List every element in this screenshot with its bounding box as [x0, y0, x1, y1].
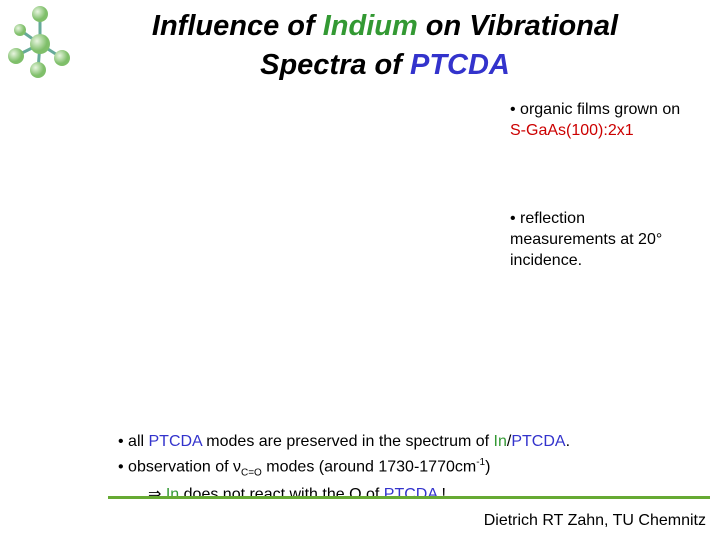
title-line: Spectra of PTCDA — [90, 47, 680, 83]
text: PTCDA — [511, 433, 566, 450]
text: PTCDA — [148, 433, 202, 450]
title-text: Influence of — [151, 10, 323, 42]
bullet: ⇒ In does not react with the O of PTCDA … — [118, 484, 570, 505]
logo — [8, 6, 70, 78]
title-text: on Vibrational — [417, 10, 619, 42]
superscript: -1 — [476, 457, 486, 468]
note-line: incidence. — [510, 252, 583, 269]
text: . — [565, 433, 571, 450]
text: In — [165, 485, 180, 503]
note: • organic films grown on S-GaAs(100):2x1 — [510, 99, 680, 141]
text: modes (around 1730-1770cm — [261, 458, 477, 476]
title-text: Spectra of — [260, 49, 410, 81]
note-line: S-GaAs(100):2x1 — [510, 122, 634, 139]
text: ! — [437, 485, 446, 503]
text: • all — [118, 433, 149, 450]
title-text: Indium — [322, 10, 418, 42]
note: • reflection measurements at 20° incidence… — [510, 208, 662, 271]
bullet: • all PTCDA modes are preserved in the s… — [118, 431, 570, 452]
text: modes are preserved in the spectrum of — [201, 433, 494, 450]
text: ⇒ — [148, 485, 166, 503]
text: ν — [233, 458, 241, 476]
text: / — [506, 433, 512, 450]
note-line: • reflection — [510, 210, 585, 227]
title-line: Influence of Indium on Vibrational — [90, 8, 680, 44]
subscript: C=O — [241, 467, 262, 479]
text: • observation of — [118, 458, 233, 476]
text: does not react with the O of — [179, 485, 384, 503]
note-line: • organic films grown on — [510, 101, 681, 118]
text: ) — [485, 458, 491, 476]
title-text: PTCDA — [409, 49, 510, 81]
footer: Dietrich RT Zahn, TU Chemnitz — [483, 512, 706, 529]
divider — [108, 496, 710, 499]
bullets: • all PTCDA modes are preserved in the s… — [118, 431, 570, 505]
bullet: • observation of νC=O modes (around 1730… — [118, 452, 570, 484]
text: In — [493, 433, 507, 450]
text: PTCDA — [383, 485, 438, 503]
note-line: measurements at 20° — [510, 231, 663, 248]
